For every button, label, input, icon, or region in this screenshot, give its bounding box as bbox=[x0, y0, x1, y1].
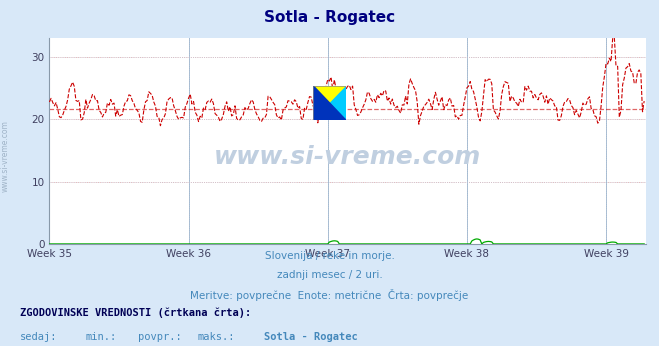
Polygon shape bbox=[313, 86, 346, 120]
Text: maks.:: maks.: bbox=[198, 332, 235, 342]
Text: povpr.:: povpr.: bbox=[138, 332, 182, 342]
Text: www.si-vreme.com: www.si-vreme.com bbox=[1, 120, 10, 192]
Text: Slovenija / reke in morje.: Slovenija / reke in morje. bbox=[264, 251, 395, 261]
Polygon shape bbox=[313, 86, 346, 120]
Text: Sotla - Rogatec: Sotla - Rogatec bbox=[264, 10, 395, 25]
Text: min.:: min.: bbox=[86, 332, 117, 342]
Polygon shape bbox=[313, 86, 346, 120]
Text: sedaj:: sedaj: bbox=[20, 332, 57, 342]
Text: ZGODOVINSKE VREDNOSTI (črtkana črta):: ZGODOVINSKE VREDNOSTI (črtkana črta): bbox=[20, 308, 251, 318]
Text: www.si-vreme.com: www.si-vreme.com bbox=[214, 145, 481, 170]
Text: Sotla - Rogatec: Sotla - Rogatec bbox=[264, 332, 357, 342]
Text: zadnji mesec / 2 uri.: zadnji mesec / 2 uri. bbox=[277, 270, 382, 280]
Text: Meritve: povprečne  Enote: metrične  Črta: povprečje: Meritve: povprečne Enote: metrične Črta:… bbox=[190, 289, 469, 301]
